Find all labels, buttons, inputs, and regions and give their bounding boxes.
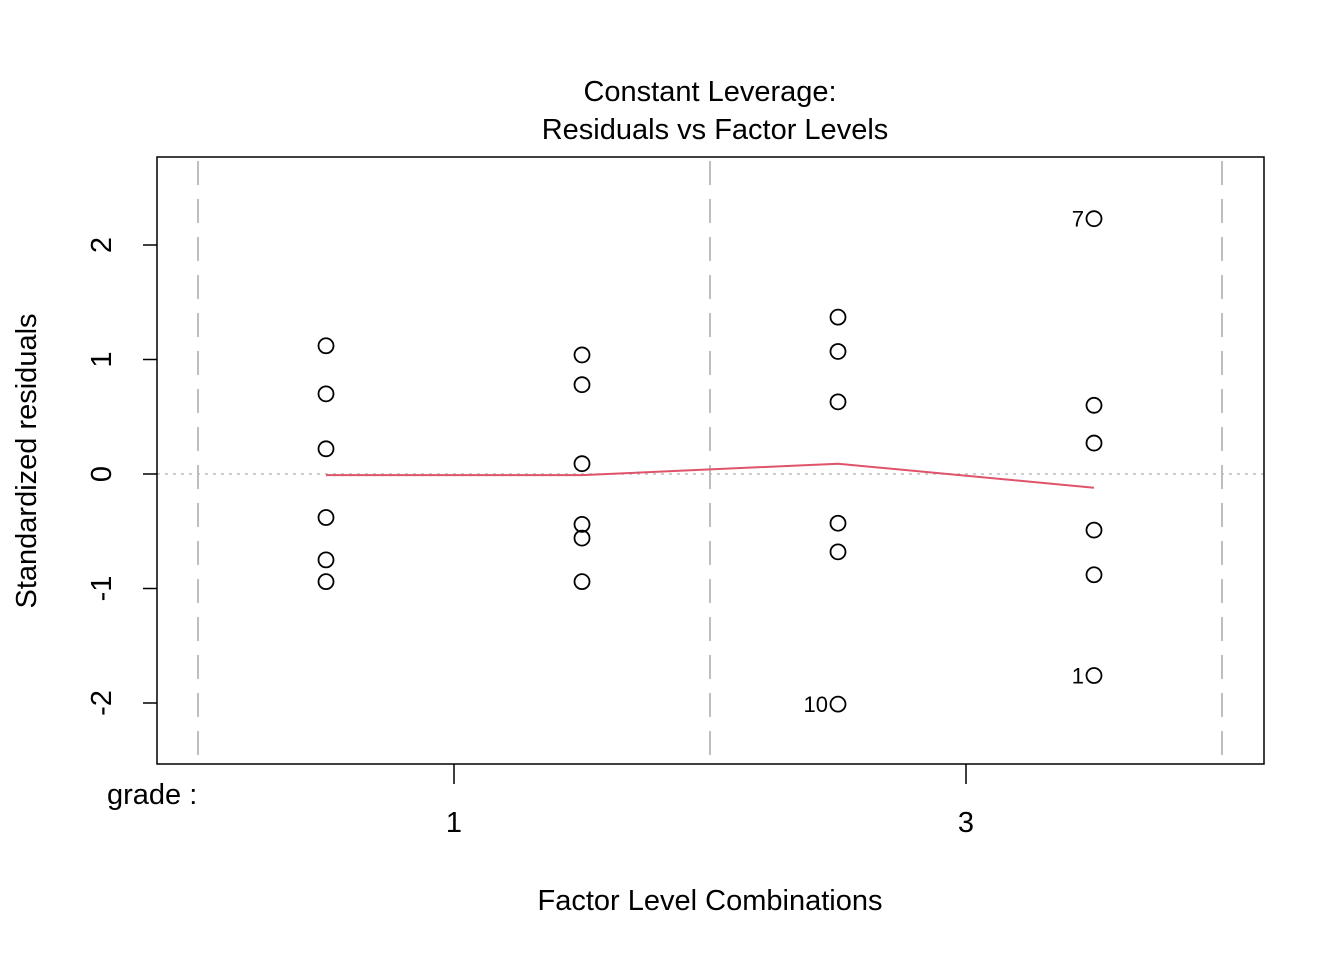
point-label-7: 7 [1072,207,1084,232]
data-point-19 [1085,396,1103,414]
plot-frame [156,156,1265,765]
y-tick-label-2: 2 [86,237,118,253]
y-tick-label-1: 1 [86,351,118,367]
data-point-0 [317,337,335,355]
x-axis-title: Factor Level Combinations [538,885,883,917]
chart-title: Constant Leverage: [583,76,836,108]
y-axis-title: Standardized residuals [11,313,43,608]
y-tick-label--1: -1 [86,576,118,602]
data-point-1 [317,385,335,403]
x-tick-label-1: 1 [446,807,462,839]
plot-area: 10 7 1 [157,161,1264,760]
point-label-1: 1 [1072,664,1084,689]
data-point-16 [829,543,847,561]
data-point-4 [317,551,335,569]
y-tick-label--2: -2 [86,690,118,716]
factor-label: grade : [107,779,197,811]
data-point-11 [573,573,591,591]
data-point-9 [573,515,591,533]
data-point-10 [573,529,591,547]
data-point-21 [1085,521,1103,539]
point-label-10: 10 [804,692,828,717]
data-point-17 [829,695,847,713]
smooth-line [326,462,1095,489]
data-point-3 [317,509,335,526]
data-point-2 [317,440,335,458]
data-point-5 [317,573,335,591]
data-point-20 [1085,434,1103,452]
data-point-12 [829,308,847,326]
x-tick-label-3: 3 [958,807,974,839]
y-tick-label-0: 0 [86,466,118,482]
data-point-23 [1085,667,1103,684]
data-point-13 [829,343,847,360]
data-point-7 [573,376,591,394]
data-point-22 [1085,566,1103,584]
chart-subtitle: Residuals vs Factor Levels [542,114,889,146]
data-point-14 [829,393,847,411]
data-point-15 [829,514,847,532]
data-point-18 [1085,210,1103,228]
data-point-6 [573,346,591,364]
data-point-8 [573,455,591,473]
